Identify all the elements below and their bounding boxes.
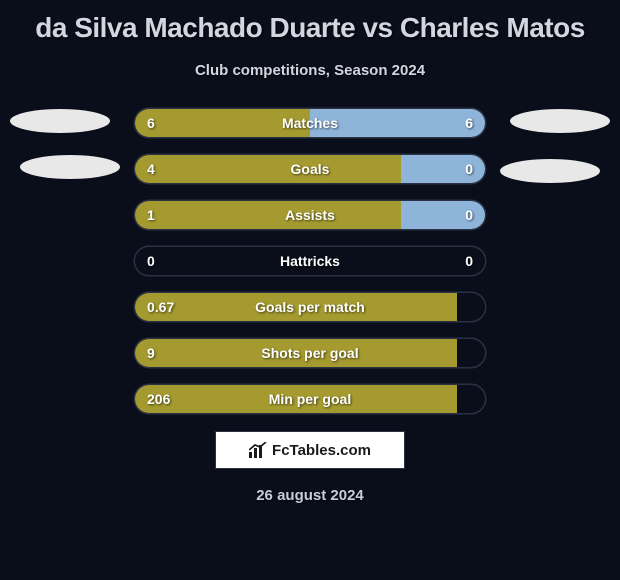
stat-label: Assists: [135, 201, 485, 229]
stat-value-right: 6: [465, 109, 473, 137]
stat-row-goals-per-match: 0.67Goals per match: [135, 293, 485, 321]
stat-row-shots-per-goal: 9Shots per goal: [135, 339, 485, 367]
comparison-chart: 6Matches64Goals01Assists00Hattricks00.67…: [0, 109, 620, 413]
stat-label: Min per goal: [135, 385, 485, 413]
stat-row-goals: 4Goals0: [135, 155, 485, 183]
stat-row-assists: 1Assists0: [135, 201, 485, 229]
stat-value-right: 0: [465, 201, 473, 229]
stat-value-right: 0: [465, 155, 473, 183]
date-text: 26 august 2024: [0, 487, 620, 504]
chart-icon: [249, 442, 267, 458]
stat-label: Hattricks: [135, 247, 485, 275]
stat-label: Shots per goal: [135, 339, 485, 367]
stat-label: Matches: [135, 109, 485, 137]
brand-text: FcTables.com: [272, 442, 371, 459]
stat-label: Goals: [135, 155, 485, 183]
page-title: da Silva Machado Duarte vs Charles Matos: [0, 0, 620, 44]
stat-value-right: 0: [465, 247, 473, 275]
player-left-badge-1: [10, 109, 110, 133]
stat-row-hattricks: 0Hattricks0: [135, 247, 485, 275]
subtitle: Club competitions, Season 2024: [0, 62, 620, 79]
stat-label: Goals per match: [135, 293, 485, 321]
stat-row-matches: 6Matches6: [135, 109, 485, 137]
brand-box[interactable]: FcTables.com: [215, 431, 405, 469]
player-right-badge-2: [500, 159, 600, 183]
stat-row-min-per-goal: 206Min per goal: [135, 385, 485, 413]
player-left-badge-2: [20, 155, 120, 179]
player-right-badge-1: [510, 109, 610, 133]
